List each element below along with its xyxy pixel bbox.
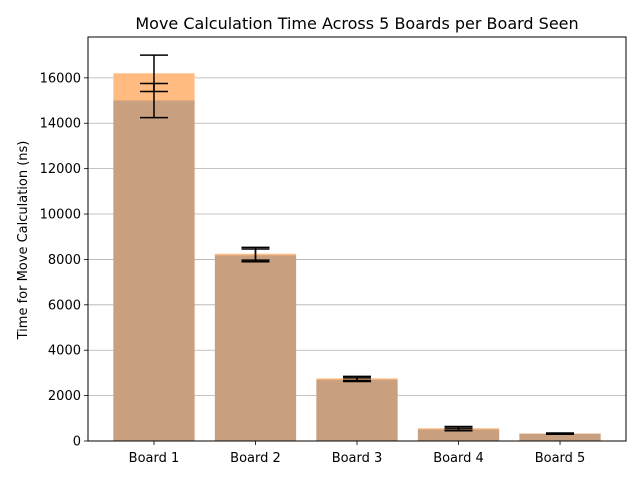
bar-series-2 [113, 100, 195, 441]
y-tick-label: 4000 [48, 344, 81, 359]
bar-series-2 [214, 255, 297, 441]
x-tick-label: Board 3 [332, 451, 383, 466]
y-ticks: 0 2000 4000 6000 8000 10000 12000 14000 16000 [40, 71, 88, 450]
y-tick-label: 12000 [40, 162, 81, 177]
error-bars [139, 54, 575, 435]
chart-title: Move Calculation Time Across 5 Boards pe… [135, 14, 578, 33]
y-tick-label: 16000 [40, 71, 81, 86]
y-tick-label: 10000 [40, 208, 81, 223]
x-tick-label: Board 4 [433, 451, 484, 466]
x-tick-label: Board 1 [129, 451, 180, 466]
bars [113, 73, 601, 441]
y-tick-label: 0 [73, 435, 81, 450]
bar-series-2 [316, 379, 398, 441]
bar-series-2 [417, 429, 500, 441]
y-tick-label: 6000 [48, 298, 81, 313]
x-tick-label: Board 5 [535, 451, 586, 466]
x-ticks: Board 1 Board 2 Board 3 Board 4 Board 5 [129, 441, 586, 466]
y-tick-label: 8000 [48, 253, 81, 268]
y-tick-label: 14000 [40, 117, 81, 132]
y-tick-label: 2000 [48, 389, 81, 404]
bar-series-2 [519, 433, 601, 441]
x-tick-label: Board 2 [230, 451, 281, 466]
y-axis-label: Time for Move Calculation (ns) [16, 141, 31, 341]
